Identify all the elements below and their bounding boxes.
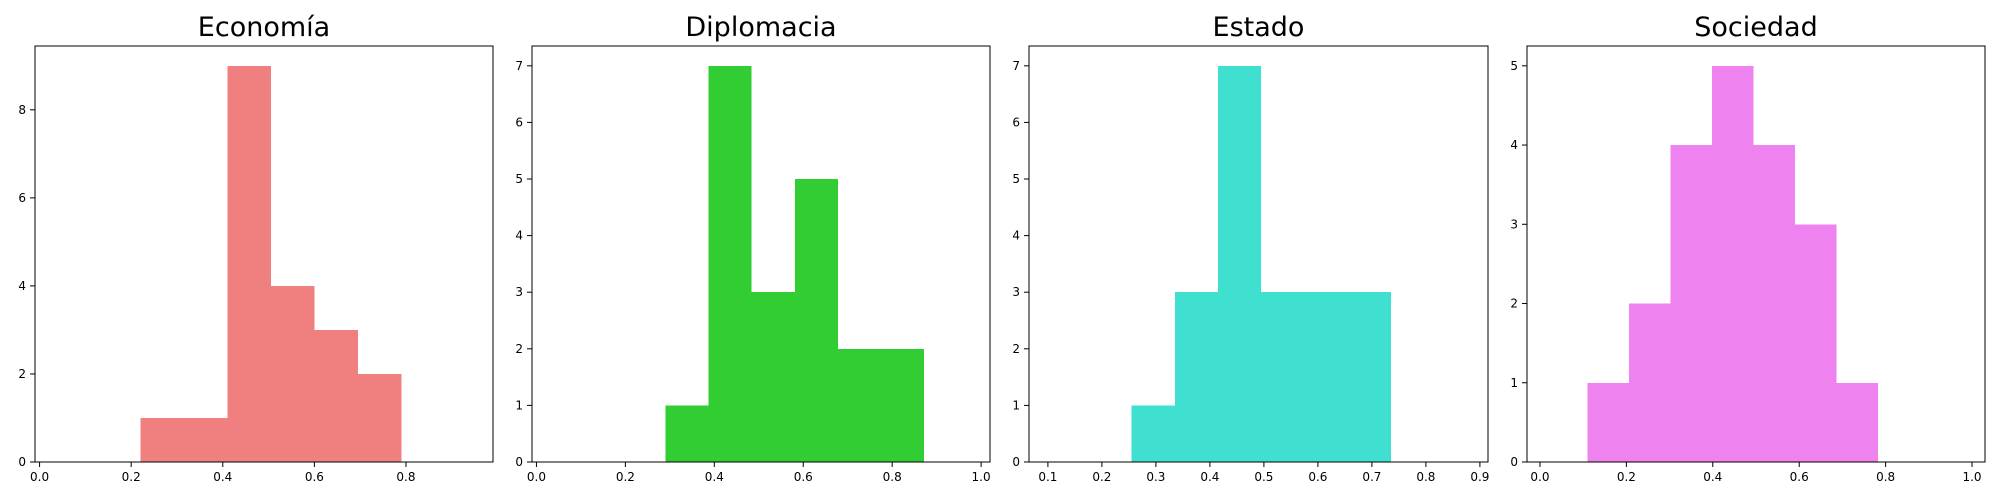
histogram-bar-economia-3 (270, 285, 315, 462)
y-tick-label-estado-5: 5 (1012, 172, 1020, 186)
y-tick-label-diplomacia-0: 0 (515, 455, 523, 469)
x-tick-label-estado-0: 0.1 (1038, 470, 1057, 484)
histogram-bar-estado-2 (1218, 65, 1262, 463)
x-tick-label-economia-4: 0.8 (396, 470, 415, 484)
histogram-bar-sociedad-4 (1753, 145, 1795, 463)
y-tick-label-economia-2: 4 (18, 279, 26, 293)
y-tick-label-sociedad-4: 4 (1510, 138, 1518, 152)
x-tick-label-sociedad-2: 0.4 (1703, 470, 1722, 484)
y-tick-label-estado-7: 7 (1012, 59, 1020, 73)
y-tick-label-economia-0: 0 (18, 455, 26, 469)
x-tick-label-estado-2: 0.3 (1146, 470, 1165, 484)
y-tick-label-sociedad-1: 1 (1510, 376, 1518, 390)
x-tick-label-estado-4: 0.5 (1254, 470, 1273, 484)
x-tick-label-diplomacia-1: 0.2 (616, 470, 635, 484)
x-tick-label-sociedad-3: 0.6 (1790, 470, 1809, 484)
x-tick-label-economia-1: 0.2 (122, 470, 141, 484)
x-tick-label-estado-5: 0.6 (1308, 470, 1327, 484)
y-tick-label-diplomacia-2: 2 (515, 342, 523, 356)
histogram-bar-sociedad-0 (1587, 382, 1629, 462)
y-tick-label-diplomacia-6: 6 (515, 115, 523, 129)
panel-diplomacia: Diplomacia 0.0 0.2 0.4 0.6 0.8 1.0 0 1 2 3 4 5 6 7 (515, 12, 990, 484)
y-tick-label-sociedad-3: 3 (1510, 217, 1518, 231)
chart-title-estado: Estado (1213, 12, 1305, 43)
histogram-bar-economia-0 (140, 417, 184, 462)
x-tick-label-estado-1: 0.2 (1092, 470, 1111, 484)
histogram-bar-diplomacia-5 (881, 348, 925, 462)
x-tick-label-economia-3: 0.6 (305, 470, 324, 484)
y-tick-label-economia-4: 8 (18, 103, 26, 117)
x-tick-label-diplomacia-0: 0.0 (527, 470, 546, 484)
axes-frame-economia (34, 45, 494, 463)
histogram-bar-estado-3 (1261, 292, 1305, 462)
histogram-bar-economia-2 (227, 65, 271, 463)
histogram-bar-diplomacia-0 (665, 405, 709, 462)
x-tick-label-estado-6: 0.7 (1362, 470, 1381, 484)
y-tick-label-economia-3: 6 (18, 191, 26, 205)
x-tick-label-diplomacia-5: 1.0 (972, 470, 991, 484)
histogram-bar-diplomacia-2 (751, 292, 795, 462)
chart-title-sociedad: Sociedad (1694, 12, 1817, 43)
x-tick-label-sociedad-0: 0.0 (1530, 470, 1549, 484)
x-tick-label-sociedad-5: 1.0 (1962, 470, 1981, 484)
axes-frame-sociedad (1526, 45, 1986, 463)
x-tick-label-estado-7: 0.8 (1416, 470, 1435, 484)
histogram-bar-sociedad-6 (1836, 382, 1878, 462)
panel-economia: Economía 0.0 0.2 0.4 0.6 0.8 0 2 4 6 8 (18, 12, 494, 484)
histogram-bar-sociedad-5 (1794, 224, 1837, 462)
x-tick-label-sociedad-1: 0.2 (1617, 470, 1636, 484)
y-tick-label-estado-1: 1 (1012, 398, 1020, 412)
y-tick-label-estado-0: 0 (1012, 455, 1020, 469)
histogram-bar-estado-5 (1347, 292, 1391, 462)
histogram-bar-diplomacia-4 (837, 348, 882, 462)
x-tick-label-estado-3: 0.4 (1200, 470, 1219, 484)
histogram-bar-sociedad-2 (1670, 145, 1712, 463)
y-tick-label-economia-1: 2 (18, 367, 26, 381)
y-tick-label-diplomacia-5: 5 (515, 172, 523, 186)
y-tick-label-diplomacia-3: 3 (515, 285, 523, 299)
y-tick-label-sociedad-0: 0 (1510, 455, 1518, 469)
panel-estado: Estado 0.1 0.2 0.3 0.4 0.5 0.6 0.7 0.8 0.9 0 1 2 3 4 5… (1012, 12, 1489, 484)
x-tick-label-diplomacia-2: 0.4 (705, 470, 724, 484)
y-tick-label-sociedad-2: 2 (1510, 297, 1518, 311)
x-tick-label-diplomacia-3: 0.6 (794, 470, 813, 484)
x-tick-label-economia-0: 0.0 (30, 470, 49, 484)
histogram-bar-sociedad-1 (1628, 303, 1671, 462)
histogram-bar-diplomacia-1 (708, 65, 752, 463)
panel-sociedad: Sociedad 0.0 0.2 0.4 0.6 0.8 1.0 0 1 2 3 4 5 (1510, 12, 1986, 484)
x-tick-label-economia-2: 0.4 (213, 470, 232, 484)
y-tick-label-diplomacia-1: 1 (515, 398, 523, 412)
x-tick-label-diplomacia-4: 0.8 (883, 470, 902, 484)
histogram-bar-sociedad-3 (1711, 65, 1754, 463)
y-tick-label-sociedad-5: 5 (1510, 59, 1518, 73)
histogram-bar-estado-0 (1131, 405, 1175, 462)
histogram-bar-estado-4 (1304, 292, 1348, 462)
x-tick-label-estado-8: 0.9 (1470, 470, 1489, 484)
x-tick-label-sociedad-4: 0.8 (1876, 470, 1895, 484)
y-tick-label-estado-6: 6 (1012, 115, 1020, 129)
axes-frame-estado (1028, 45, 1489, 463)
histogram-bar-economia-5 (357, 373, 402, 462)
histogram-bar-estado-1 (1174, 292, 1218, 462)
axes-frame-diplomacia (531, 45, 991, 463)
y-tick-label-diplomacia-4: 4 (515, 229, 523, 243)
histogram-bar-economia-4 (314, 329, 358, 462)
y-tick-label-diplomacia-7: 7 (515, 59, 523, 73)
chart-title-diplomacia: Diplomacia (685, 12, 836, 43)
histogram-bar-diplomacia-3 (794, 179, 838, 462)
y-tick-label-estado-4: 4 (1012, 229, 1020, 243)
chart-title-economia: Economía (198, 12, 330, 43)
histogram-bar-economia-1 (183, 417, 228, 462)
y-tick-label-estado-3: 3 (1012, 285, 1020, 299)
y-tick-label-estado-2: 2 (1012, 342, 1020, 356)
